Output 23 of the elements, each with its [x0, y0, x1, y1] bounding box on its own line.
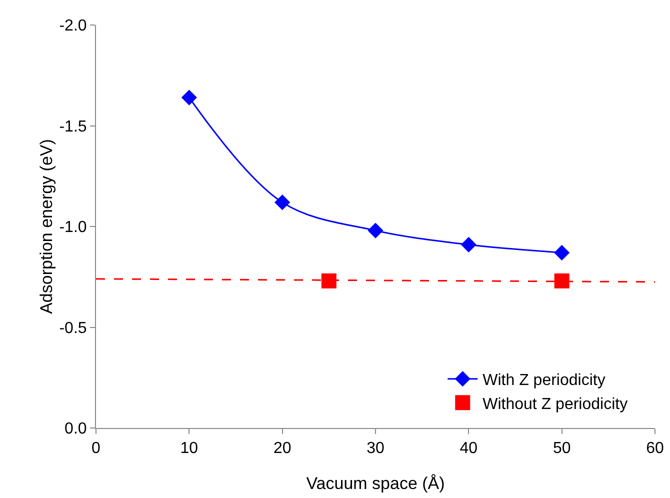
point [181, 90, 197, 106]
x-tick-label: 30 [366, 440, 384, 458]
y-axis-title: Adsorption energy (eV) [37, 139, 56, 314]
point [460, 236, 476, 252]
x-tick-label: 20 [273, 440, 292, 458]
point [554, 244, 570, 260]
x-tick-label: 60 [646, 440, 664, 458]
point [368, 222, 384, 238]
x-tick-label: 10 [180, 440, 198, 458]
y-tick-label: -0.5 [59, 320, 87, 337]
x-tick-label: 0 [92, 440, 101, 458]
x-axis-title: Vacuum space (Å) [306, 474, 445, 493]
point [321, 273, 336, 288]
y-tick-label: -1.5 [59, 118, 87, 136]
point [274, 194, 290, 210]
point [554, 273, 570, 288]
y-tick-label: -2.0 [59, 18, 87, 35]
x-tick-label: 40 [460, 440, 478, 458]
x-tick-label: 50 [552, 440, 571, 458]
legend-label: Without Z periodicity [482, 396, 628, 413]
y-tick-label: -1.0 [59, 219, 87, 236]
legend-label: With Z periodicity [482, 372, 606, 390]
y-tick-label: 0.0 [64, 420, 87, 438]
